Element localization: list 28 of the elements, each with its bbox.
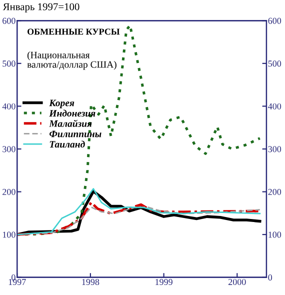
y2-tick-label: 200 <box>268 188 282 195</box>
legend-label: Филиппины <box>50 130 102 138</box>
y2-tick-label: 300 <box>268 146 282 152</box>
y2-tick-label: 100 <box>268 232 282 238</box>
y2-tick-label: 500 <box>268 60 282 67</box>
legend-label: Индонезия <box>49 110 96 117</box>
y-tick-label: 600 <box>2 18 16 24</box>
text: (Национальная валюта/доллар США) <box>27 51 116 70</box>
y-axis-title: Январь 1997=100 <box>2 3 80 12</box>
text: ОБМЕННЫЕ КУРСЫ <box>28 28 120 35</box>
x-tick-label: 1997 <box>8 278 26 286</box>
x-tick-label: 2000 <box>228 278 246 286</box>
y-tick-label: 500 <box>2 60 16 67</box>
x-tick-label: 1999 <box>156 278 172 286</box>
y-tick-label: 100 <box>2 232 16 238</box>
y2-tick-label: 600 <box>268 18 282 24</box>
legend-label: Корея <box>49 100 74 108</box>
legend-label: Таиланд <box>50 140 85 148</box>
y2-tick-label: 400 <box>268 103 282 110</box>
y-tick-label: 400 <box>2 103 16 110</box>
x-tick-label: 1998 <box>82 278 100 286</box>
y-tick-label: 300 <box>2 146 16 152</box>
legend-label: Малайзия <box>49 120 92 127</box>
y2-tick-label: 0 <box>268 274 272 281</box>
y-tick-label: 0 <box>12 274 16 281</box>
y-tick-label: 200 <box>2 188 16 195</box>
line-series <box>17 24 262 236</box>
line-series <box>17 201 262 236</box>
